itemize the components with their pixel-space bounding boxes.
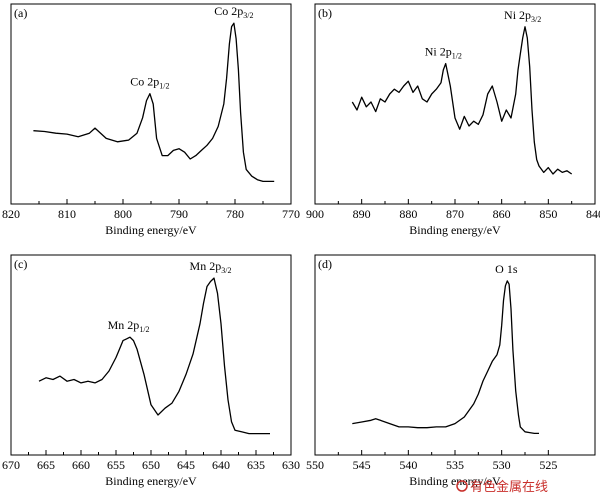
x-axis-title: Binding energy/eV bbox=[409, 223, 501, 237]
peak-label-base: O 1s bbox=[495, 262, 518, 276]
chart-panel-2: 900 890 880 870 860 850 840 Binding energy/eV (b… bbox=[306, 3, 600, 237]
x-tick-label: 880 bbox=[399, 207, 417, 221]
peak-label-base: Mn 2p bbox=[108, 318, 140, 332]
peak-label-subscript: 3/2 bbox=[243, 11, 253, 20]
x-tick-label: 800 bbox=[114, 207, 132, 221]
watermark-text: 有色金属在线 bbox=[470, 479, 548, 495]
peak-label-subscript: 1/2 bbox=[139, 325, 149, 334]
x-tick-label: 540 bbox=[399, 458, 417, 472]
peak-label-base: Ni 2p bbox=[425, 45, 452, 59]
peak-label: Mn 2p1/2 bbox=[108, 318, 150, 334]
x-tick-label: 630 bbox=[282, 458, 300, 472]
x-tick-label: 645 bbox=[177, 458, 195, 472]
x-tick-label: 900 bbox=[306, 207, 324, 221]
peak-label: O 1s bbox=[495, 262, 518, 276]
x-tick-label: 820 bbox=[2, 207, 20, 221]
panel-label: (b) bbox=[318, 6, 332, 20]
x-tick-label: 650 bbox=[142, 458, 160, 472]
panel-label: (c) bbox=[14, 257, 27, 271]
peak-label: Co 2p3/2 bbox=[214, 4, 253, 20]
x-tick-label: 770 bbox=[282, 207, 300, 221]
peak-label-subscript: 1/2 bbox=[452, 52, 462, 61]
x-tick-label: 655 bbox=[107, 458, 125, 472]
plot-frame bbox=[10, 254, 292, 456]
x-tick-label: 550 bbox=[306, 458, 324, 472]
x-tick-label: 660 bbox=[72, 458, 90, 472]
peak-label-base: Ni 2p bbox=[504, 8, 531, 22]
x-tick-label: 810 bbox=[58, 207, 76, 221]
chart-panel-4: 550 545 540 535 530 525 Binding energy/eV (d) O … bbox=[306, 254, 596, 488]
panel-label: (a) bbox=[14, 6, 27, 20]
watermark-logo-icon bbox=[456, 480, 468, 492]
peak-label: Mn 2p3/2 bbox=[190, 259, 232, 275]
x-tick-label: 890 bbox=[353, 207, 371, 221]
chart-panel-3: 670 665 660 655 650 645 640 635 630 Binding energ… bbox=[2, 254, 300, 488]
x-tick-label: 670 bbox=[2, 458, 20, 472]
x-tick-label: 840 bbox=[586, 207, 600, 221]
peak-label: Ni 2p1/2 bbox=[425, 45, 462, 61]
peak-label-base: Co 2p bbox=[214, 4, 243, 18]
x-tick-label: 545 bbox=[353, 458, 371, 472]
spectrum-line bbox=[351, 26, 573, 175]
x-axis-title: Binding energy/eV bbox=[409, 474, 501, 488]
chart-panel-1: 820 810 800 790 780 770 Binding energy/eV (a) Co… bbox=[2, 3, 300, 237]
x-tick-label: 640 bbox=[212, 458, 230, 472]
x-tick-label: 635 bbox=[247, 458, 265, 472]
peak-label-subscript: 3/2 bbox=[221, 266, 231, 275]
watermark: 有色金属在线 bbox=[456, 479, 548, 495]
spectrum-line bbox=[38, 277, 270, 435]
peak-label-base: Mn 2p bbox=[190, 259, 222, 273]
spectrum-line bbox=[352, 280, 539, 435]
peak-label-subscript: 3/2 bbox=[531, 15, 541, 24]
peak-label: Ni 2p3/2 bbox=[504, 8, 541, 24]
spectrum-line bbox=[33, 22, 275, 183]
x-axis-title: Binding energy/eV bbox=[105, 474, 197, 488]
x-tick-label: 850 bbox=[539, 207, 557, 221]
x-tick-label: 665 bbox=[37, 458, 55, 472]
peak-label-base: Co 2p bbox=[130, 75, 159, 89]
x-tick-label: 790 bbox=[170, 207, 188, 221]
panel-label: (d) bbox=[318, 257, 332, 271]
plot-frame bbox=[314, 254, 596, 456]
peak-label-subscript: 1/2 bbox=[159, 82, 169, 91]
x-tick-label: 525 bbox=[539, 458, 557, 472]
plot-frame bbox=[10, 3, 292, 205]
x-tick-label: 535 bbox=[446, 458, 464, 472]
x-tick-label: 530 bbox=[493, 458, 511, 472]
x-tick-label: 780 bbox=[226, 207, 244, 221]
x-tick-label: 870 bbox=[446, 207, 464, 221]
peak-label: Co 2p1/2 bbox=[130, 75, 169, 91]
x-tick-label: 860 bbox=[493, 207, 511, 221]
x-axis-title: Binding energy/eV bbox=[105, 223, 197, 237]
